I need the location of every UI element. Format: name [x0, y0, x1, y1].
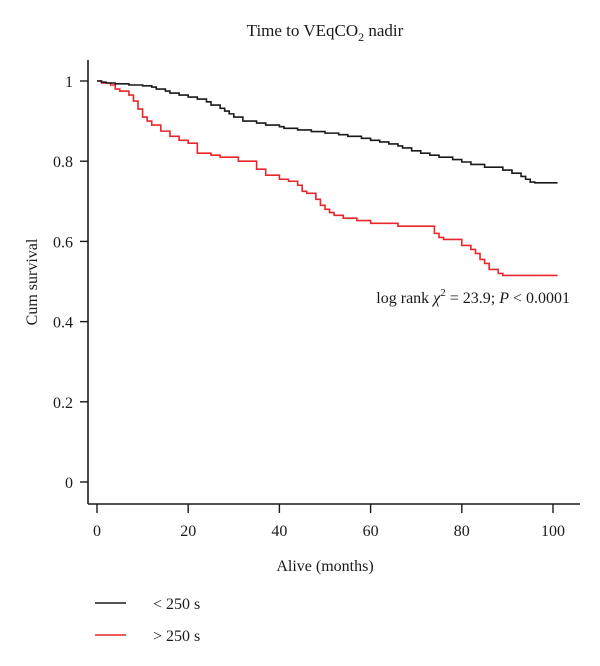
y-axis-label: Cum survival	[24, 238, 41, 325]
survival-curves	[97, 80, 558, 277]
log-rank-annotation: log rank χ2 = 23.9; P < 0.0001	[376, 287, 570, 307]
y-tick-label: 0.8	[53, 154, 73, 171]
legend: < 250 s > 250 s	[95, 596, 200, 645]
y-tick-label: 0.4	[53, 315, 73, 332]
chart-title: Time to VEqCO2 nadir	[247, 21, 404, 44]
y-tick-label: 1	[65, 74, 73, 91]
annotation-chi-sup: 2	[440, 287, 446, 299]
curve-above-250s	[97, 80, 558, 277]
x-tick-label: 100	[541, 523, 565, 540]
curve-below-250s	[97, 80, 558, 184]
x-tick-label: 20	[180, 523, 196, 540]
annotation-middle: = 23.9;	[446, 290, 499, 307]
x-tick-label: 80	[454, 523, 470, 540]
annotation-p: P	[498, 290, 509, 307]
chart-title-subscript: 2	[358, 30, 364, 44]
x-ticks: 0 20 40 60 80 100	[93, 504, 565, 540]
annotation-prefix: log rank	[376, 290, 433, 307]
chart-title-main: Time to VEqCO	[247, 21, 358, 40]
x-tick-label: 60	[363, 523, 379, 540]
x-tick-label: 0	[93, 523, 101, 540]
annotation-suffix: < 0.0001	[509, 290, 570, 307]
y-tick-label: 0	[65, 475, 73, 492]
annotation-chi: χ	[431, 290, 441, 307]
x-axis-label: Alive (months)	[276, 558, 373, 575]
y-tick-label: 0.2	[53, 395, 73, 412]
legend-label: < 250 s	[153, 596, 200, 613]
x-tick-label: 40	[271, 523, 287, 540]
y-tick-label: 0.6	[53, 234, 73, 251]
chart-title-suffix: nadir	[364, 21, 404, 40]
y-ticks: 0 0.2 0.4 0.6 0.8 1	[53, 74, 88, 492]
legend-label: > 250 s	[153, 628, 200, 645]
